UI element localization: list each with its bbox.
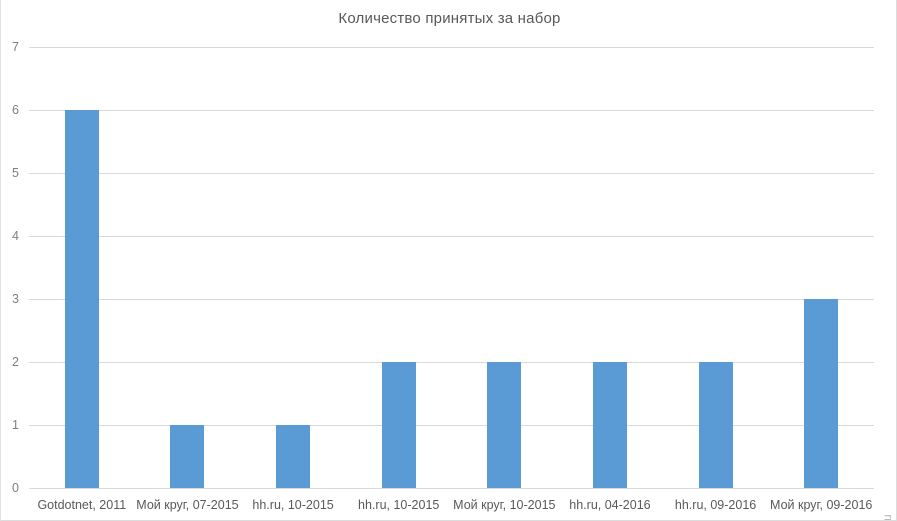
watermark-label: nevlabs.ru (882, 514, 894, 520)
x-axis-category-label: hh.ru, 09-2016 (674, 498, 757, 512)
gridline: 7 (12, 40, 874, 54)
gridline: 6 (12, 103, 874, 117)
bar[interactable] (698, 362, 733, 488)
bar[interactable] (592, 362, 627, 488)
x-axis-category-label: Gotdotnet, 2011 (37, 498, 127, 512)
bar[interactable] (487, 362, 522, 488)
bar[interactable] (381, 362, 416, 488)
y-axis-tick-label: 0 (12, 481, 19, 495)
y-axis-tick-label: 3 (12, 292, 19, 306)
x-axis-category-label: hh.ru, 04-2016 (569, 498, 651, 512)
gridline: 0 (12, 481, 874, 495)
gridline: 1 (12, 418, 874, 432)
y-axis-tick-label: 6 (12, 103, 19, 117)
x-axis-category-label: Мой круг, 09-2016 (770, 498, 873, 512)
x-axis-category-label: Мой круг, 10-2015 (453, 498, 556, 512)
y-axis-tick-label: 5 (12, 166, 19, 180)
gridline: 4 (12, 229, 874, 243)
x-axis-category-label: hh.ru, 10-2015 (358, 498, 440, 512)
gridline: 5 (12, 166, 874, 180)
page-title: Количество принятых за набор (338, 10, 561, 27)
bar[interactable] (170, 425, 205, 488)
bar[interactable] (276, 425, 311, 488)
gridline: 3 (12, 292, 874, 306)
x-axis-category-label: hh.ru, 10-2015 (252, 498, 334, 512)
x-axis-category-label: Мой круг, 07-2015 (136, 498, 239, 512)
bar[interactable] (804, 299, 839, 488)
gridline: 2 (12, 355, 874, 369)
plot-area: 0 1 2 3 4 5 6 7 (12, 40, 874, 495)
y-axis-tick-label: 2 (12, 355, 19, 369)
y-axis-tick-label: 1 (12, 418, 19, 432)
bar[interactable] (64, 110, 99, 488)
y-axis-tick-label: 4 (12, 229, 19, 243)
y-axis-tick-label: 7 (12, 40, 19, 54)
